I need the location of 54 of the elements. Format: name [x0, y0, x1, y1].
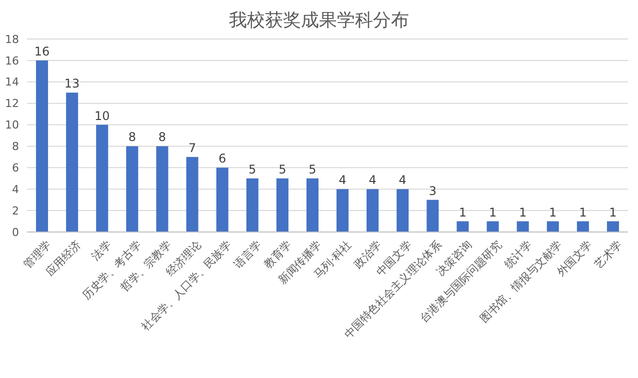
bar [516, 221, 529, 232]
bar [366, 189, 379, 232]
y-tick-label: 2 [12, 204, 19, 218]
bar [336, 189, 349, 232]
data-label: 4 [368, 173, 376, 188]
x-tick-label: 艺术学 [592, 238, 625, 271]
data-label: 13 [64, 76, 80, 91]
bar [96, 124, 108, 232]
bar [426, 200, 439, 232]
x-tick-label: 语言学 [231, 238, 264, 271]
data-label: 5 [248, 162, 256, 176]
data-label: 4 [338, 173, 346, 188]
bar [606, 221, 619, 232]
y-tick-label: 16 [5, 54, 19, 68]
bar [216, 168, 228, 232]
data-label: 1 [488, 205, 497, 220]
bar [456, 221, 469, 232]
data-label: 1 [609, 205, 617, 220]
bar [186, 156, 198, 232]
y-tick-label: 18 [5, 32, 19, 46]
data-label: 16 [34, 44, 50, 58]
data-label: 8 [128, 130, 136, 144]
x-tick-label: 法学 [88, 238, 114, 264]
bar [156, 146, 168, 232]
y-tick-label: 6 [12, 162, 19, 175]
data-label: 4 [398, 173, 406, 188]
bar [126, 146, 138, 232]
y-tick-label: 14 [5, 76, 19, 89]
bar [306, 178, 318, 232]
bar [276, 178, 288, 232]
data-label: 1 [579, 205, 587, 220]
bar [576, 221, 589, 232]
data-label: 1 [519, 205, 527, 220]
bar [66, 92, 78, 232]
data-label: 8 [158, 130, 166, 144]
data-label: 6 [218, 152, 226, 166]
bar [486, 221, 499, 232]
data-label: 1 [549, 205, 557, 220]
y-tick-label: 12 [5, 97, 19, 110]
bar [36, 60, 48, 232]
y-tick-label: 4 [12, 182, 19, 196]
data-label: 3 [428, 184, 436, 198]
y-tick-label: 0 [12, 226, 19, 239]
y-tick-label: 10 [5, 118, 19, 132]
chart-title: 我校获奖成果学科分布 [229, 10, 409, 31]
data-label: 5 [278, 162, 286, 176]
bar [246, 178, 258, 232]
data-label: 10 [94, 108, 110, 123]
bar [396, 189, 409, 232]
data-label: 5 [308, 162, 316, 176]
data-label: 1 [458, 205, 467, 220]
data-label: 7 [188, 140, 196, 155]
y-tick-label: 8 [12, 140, 19, 154]
bar [546, 221, 559, 232]
